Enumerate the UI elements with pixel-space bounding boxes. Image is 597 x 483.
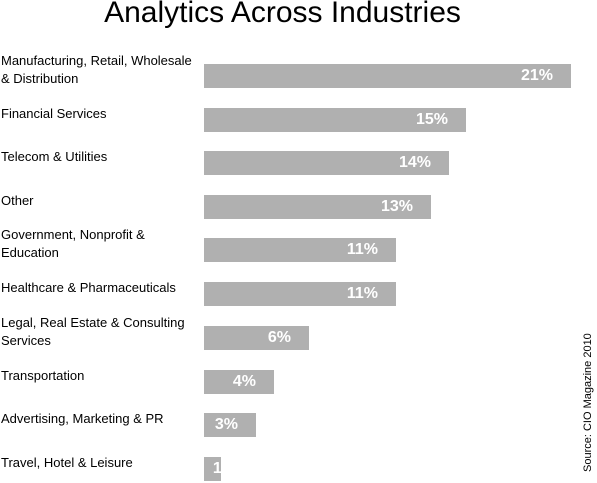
bar-value-label: 13% <box>353 195 413 219</box>
category-label: Travel, Hotel & Leisure <box>1 454 196 472</box>
category-label: Other <box>1 192 196 210</box>
bar-value-label: 14% <box>371 151 431 175</box>
category-label: Government, Nonprofit & Education <box>1 226 196 262</box>
bar-value-label: 21% <box>493 64 553 88</box>
category-label: Transportation <box>1 367 196 385</box>
category-label: Healthcare & Pharmaceuticals <box>1 279 196 297</box>
category-label: Manufacturing, Retail, Wholesale & Distr… <box>1 52 196 88</box>
category-label: Legal, Real Estate & Consulting Services <box>1 314 196 350</box>
category-label: Financial Services <box>1 105 196 123</box>
bar-value-label: 11% <box>318 238 378 262</box>
bar-value-label: 6% <box>231 326 291 350</box>
bar-value-label: 15% <box>388 108 448 132</box>
category-label: Advertising, Marketing & PR <box>1 410 196 428</box>
category-label: Telecom & Utilities <box>1 148 196 166</box>
bar-value-label: 4% <box>196 370 256 394</box>
bar-value-label: 1% <box>176 457 236 481</box>
bar-value-label: 11% <box>318 282 378 306</box>
bar-value-label: 3% <box>178 413 238 437</box>
source-note: Source: CIO Magazine 2010 <box>582 333 594 472</box>
